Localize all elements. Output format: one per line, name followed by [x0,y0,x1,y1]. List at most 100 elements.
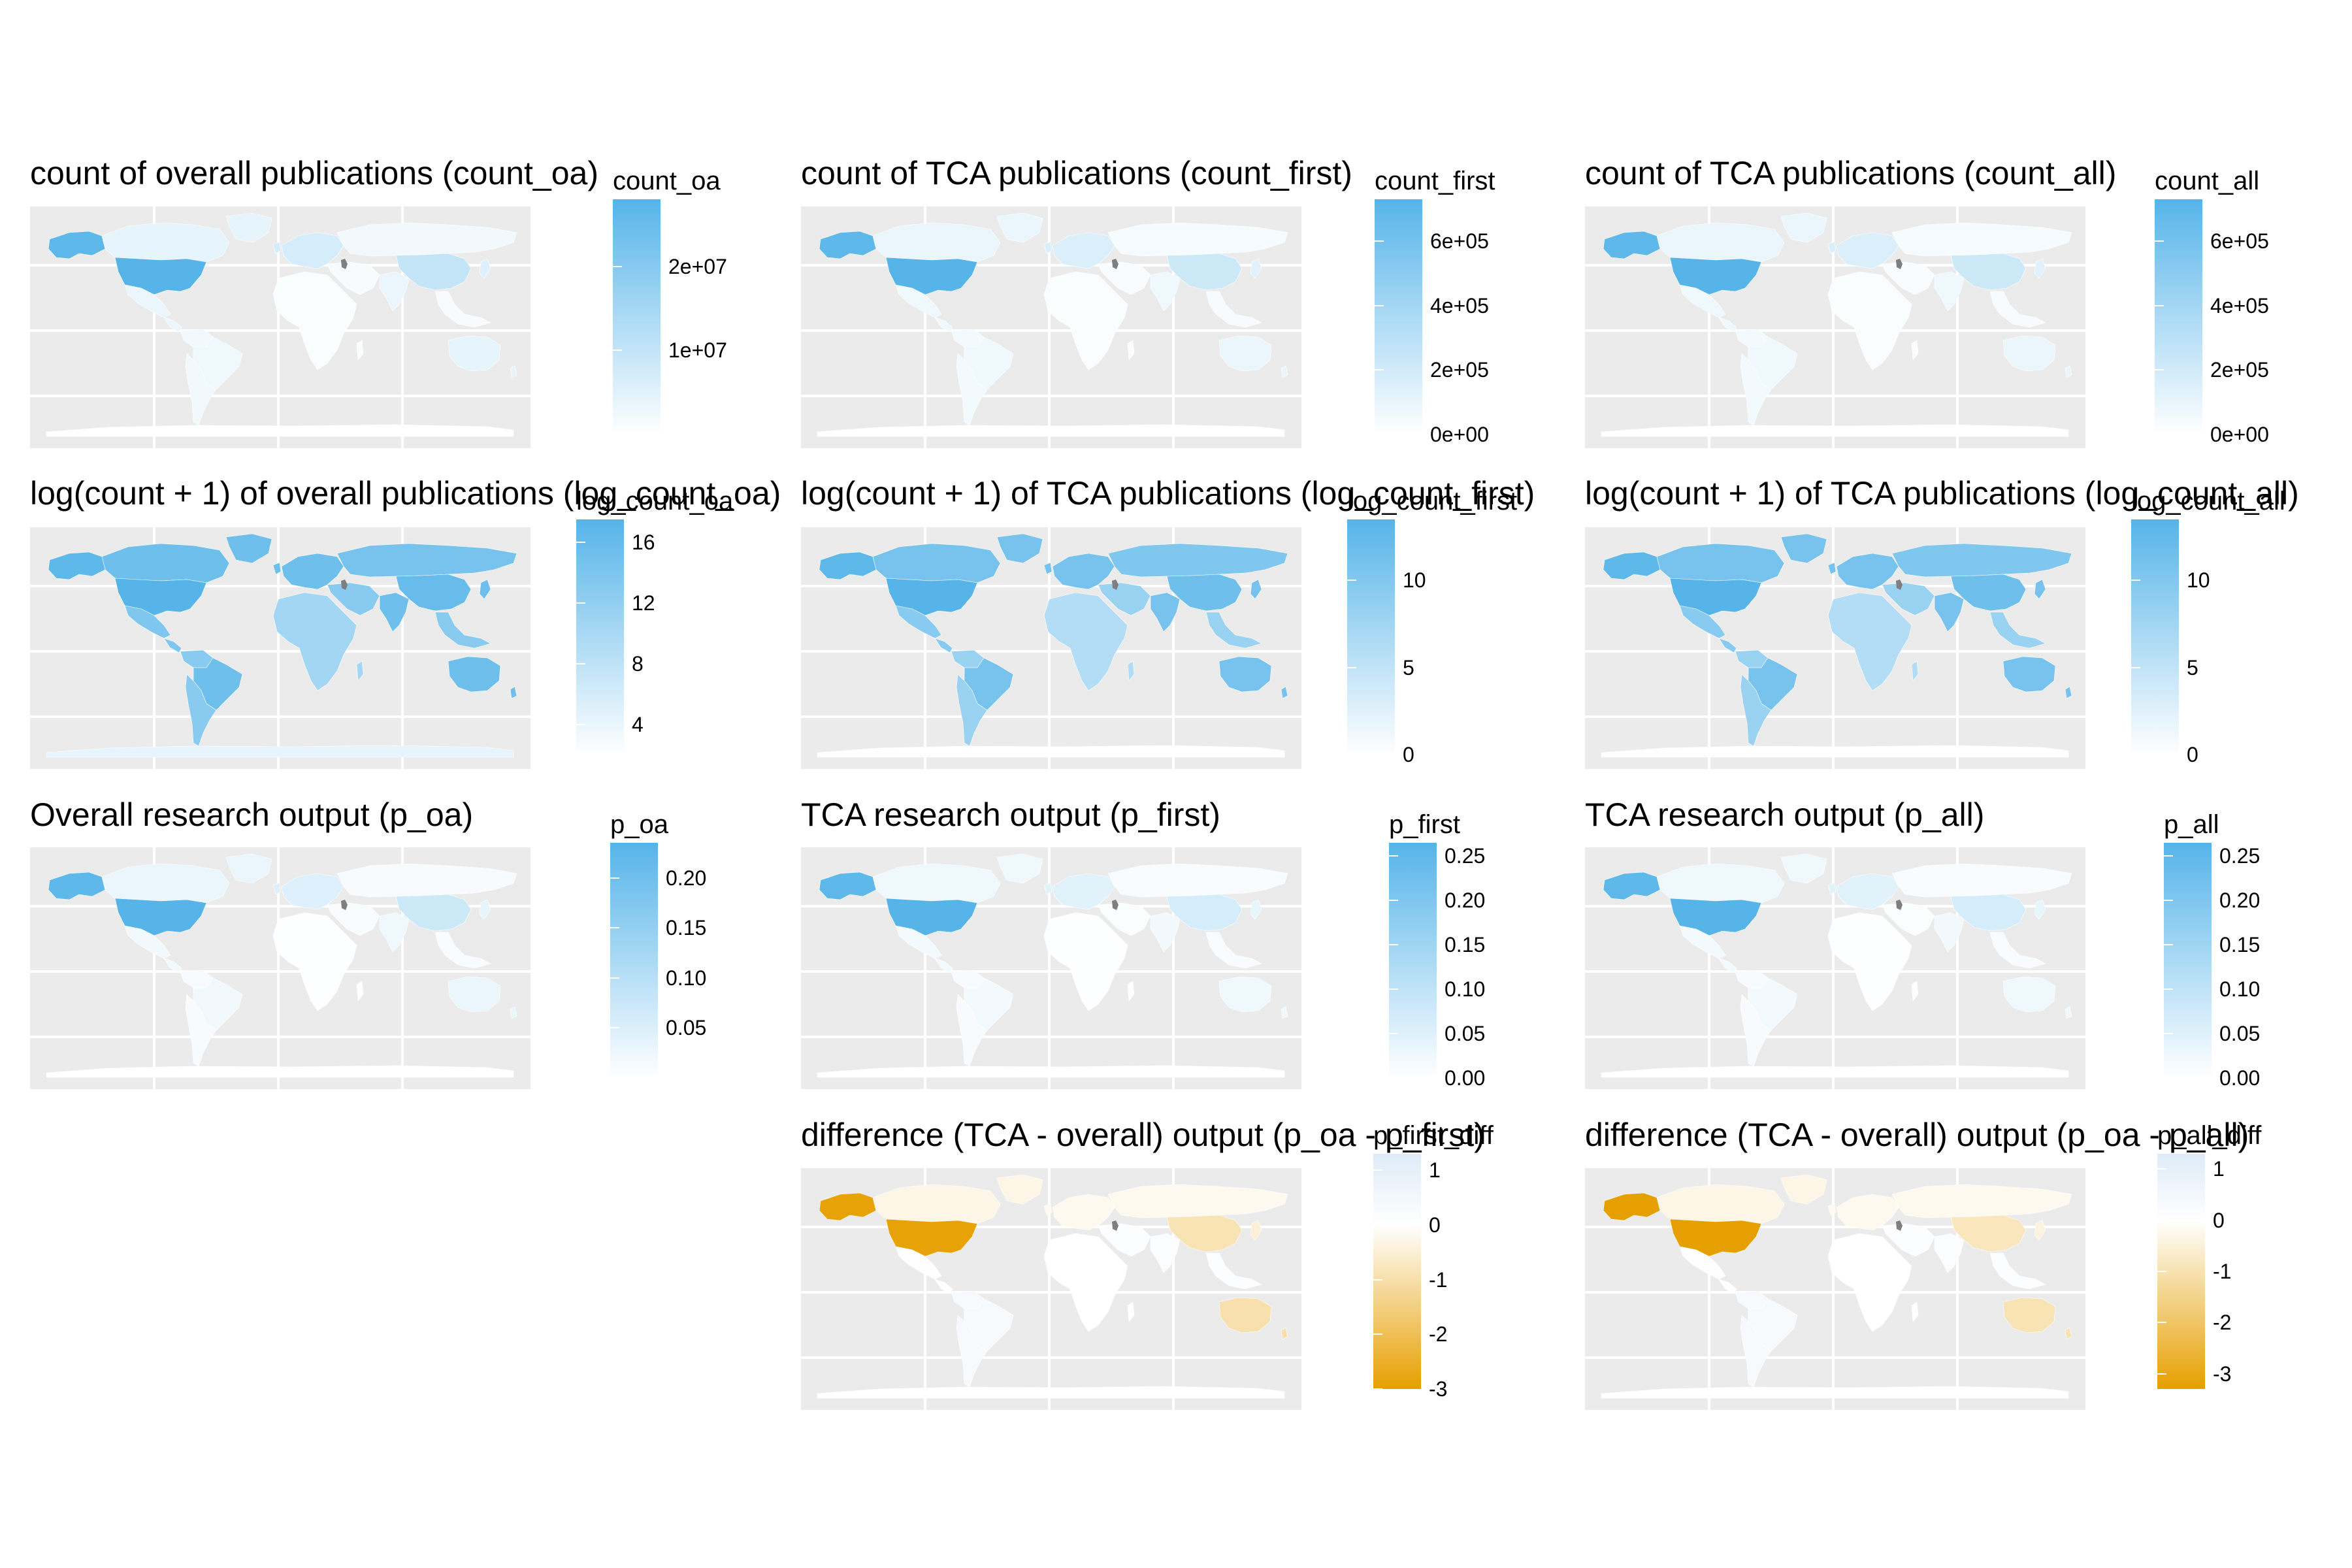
legend-tick-mark [2164,944,2173,946]
japan-region [1250,899,1262,920]
legend-tick-label: 0.05 [1445,1022,1486,1046]
legend-tick-label: -1 [1429,1267,1448,1292]
africa-region [1827,271,1912,370]
alaska-region [819,231,877,259]
middle-east-region [1882,582,1935,616]
legend-tick-label: 0.00 [2219,1066,2261,1090]
greenland-region [996,853,1043,884]
legend-tick-label: 0 [2213,1208,2225,1232]
middle-east-region [1098,902,1151,936]
legend-tick-label: 4 [632,712,644,736]
china-region [1166,574,1243,612]
russia-region [1891,222,2072,257]
legend-tick-mark [2157,1373,2166,1375]
legend-tick-mark [2155,304,2164,306]
antarctica-region [46,424,514,437]
legend-tick-mark [576,541,585,543]
map-panel-count_first [801,206,1301,448]
legend-colorbar [2155,199,2202,434]
japan-region [1250,579,1262,600]
legend-title: count_oa [613,167,721,195]
missing-data-region [1896,1220,1903,1231]
legend-colorbar [1373,1154,1421,1389]
australia-region [2002,335,2056,372]
alaska-region [48,872,106,900]
south-america-south-region [956,674,988,747]
russia-region [1891,543,2072,578]
middle-east-region [1098,582,1151,616]
map-svg [30,206,531,448]
missing-data-region [1896,259,1903,269]
europe-region [281,553,344,590]
legend-tick-label: 0.10 [2219,977,2261,1002]
australia-region [448,335,501,372]
greenland-region [225,853,272,884]
new-zealand-region [2065,1006,2072,1019]
legend-tick-mark [2131,754,2140,755]
japan-region [479,899,491,920]
madagascar-region [1911,981,1919,1002]
legend-tick-mark [2164,900,2173,902]
madagascar-region [356,340,364,361]
panel-title-p_all_diff: difference (TCA - overall) output (p_oa … [1585,1117,2249,1153]
europe-region [1052,553,1115,590]
legend-colorbar [1375,199,1422,434]
middle-east-region [1098,1223,1151,1257]
china-region [1166,253,1243,291]
mexico-region [124,605,171,639]
mexico-region [895,1246,942,1280]
legend-tick-mark [576,723,585,725]
japan-region [479,258,491,279]
australia-region [2002,976,2056,1013]
legend-title: log_count_oa [576,487,734,515]
australia-region [1218,335,1272,372]
china-region [395,574,472,612]
legend-tick-mark [1389,1077,1398,1079]
legend-tick-label: 0.00 [1445,1066,1486,1090]
australia-region [448,656,501,693]
india-region [379,271,410,312]
south-america-south-region [185,994,217,1067]
greenland-region [1780,1174,1827,1205]
greenland-region [225,533,272,564]
europe-region [1052,873,1115,910]
legend-title: log_count_all [2131,487,2285,515]
panel-title-log_count_all: log(count + 1) of TCA publications (log_… [1585,475,2299,512]
panel-title-p_all: TCA research output (p_all) [1585,796,1985,833]
south-america-south-region [956,994,988,1067]
map-panel-p_all [1585,847,2085,1089]
south-america-south-region [185,674,217,747]
legend-colorbar [1347,519,1395,755]
map-svg [1585,1168,2085,1410]
india-region [1934,912,1965,953]
legend-tick-mark [1389,988,1398,990]
greenland-region [225,212,272,243]
map-svg [1585,527,2085,769]
madagascar-region [356,661,364,681]
antarctica-region [817,745,1285,758]
india-region [379,912,410,953]
russia-region [336,222,517,257]
africa-region [1043,1233,1128,1332]
legend-tick-label: 0 [1429,1213,1441,1237]
legend-tick-label: 0.20 [666,866,707,890]
legend-tick-label: -2 [2213,1311,2232,1335]
europe-region [281,232,344,269]
map-panel-p_first_diff [801,1168,1301,1410]
legend-tick-label: -2 [1429,1322,1448,1347]
africa-region [272,271,357,370]
russia-region [1107,543,1288,578]
south-america-south-region [185,353,217,426]
mexico-region [1679,284,1726,318]
legend-colorbar [610,843,658,1078]
central-america-region [934,317,953,333]
southeast-asia-region [1989,1252,2046,1290]
panel-title-log_count_oa: log(count + 1) of overall publications (… [30,475,781,512]
southeast-asia-region [1205,612,1262,649]
legend-tick-label: -3 [1429,1377,1448,1401]
legend-tick-mark [2157,1219,2166,1221]
central-america-region [163,638,182,653]
antarctica-region [817,1386,1285,1399]
alaska-region [1603,551,1661,580]
alaska-region [48,551,106,580]
